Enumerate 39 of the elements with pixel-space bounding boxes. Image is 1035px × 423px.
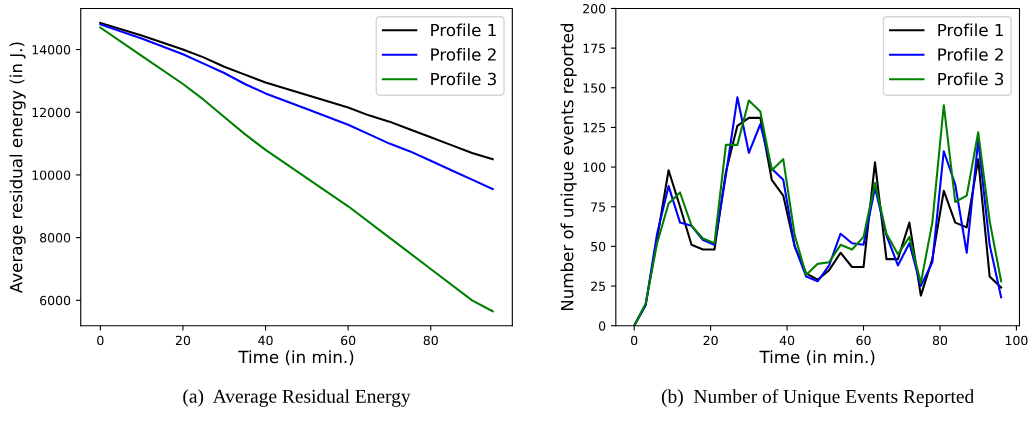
y-tick-label: 12000	[32, 107, 71, 118]
legend-label: Profile 3	[431, 72, 496, 86]
y-tick-label: 100	[583, 162, 606, 173]
x-tick-label: 0	[97, 335, 104, 346]
x-tick-label: 80	[932, 335, 948, 346]
y-tick-label: 10000	[32, 170, 71, 180]
line-series	[99, 23, 494, 191]
y-tick-label: 150	[583, 83, 606, 93]
line-series	[99, 21, 494, 161]
text: (b) Number of Unique Events Reported	[661, 389, 975, 407]
y-tick-label: 0	[598, 321, 606, 331]
x-tick-label: 60	[341, 335, 356, 346]
x-tick-label: 80	[423, 335, 438, 346]
x-axis-title: Time (in min.)	[759, 350, 875, 366]
x-tick-label: 20	[175, 335, 191, 346]
legend-label: Profile 3	[938, 72, 1004, 86]
legend-label: Profile 1	[431, 23, 496, 37]
legend-label: Profile 2	[938, 47, 1003, 61]
y-tick-label: 8000	[40, 233, 71, 243]
x-tick-label: 100	[1005, 335, 1028, 346]
x-tick-label: 0	[631, 335, 638, 346]
y-tick-label: 14000	[32, 45, 71, 55]
y-axis-title: Number of unique events reported	[560, 23, 577, 311]
text: (a) Average Residual Energy	[183, 389, 411, 407]
x-tick-label: 40	[779, 335, 795, 346]
y-tick-label: 200	[583, 3, 606, 14]
legend-label: Profile 1	[938, 23, 1003, 37]
x-tick-label: 60	[856, 335, 871, 346]
y-tick-label: 25	[591, 281, 606, 291]
y-tick-label: 175	[583, 43, 606, 54]
y-tick-label: 75	[591, 202, 606, 212]
x-tick-label: 40	[258, 335, 273, 346]
x-axis-title: Time (in min.)	[238, 350, 354, 366]
y-axis-title: Average residual energy (in J.)	[9, 42, 26, 294]
x-tick-label: 20	[703, 335, 718, 346]
y-tick-label: 6000	[40, 295, 71, 306]
y-tick-label: 50	[591, 241, 606, 252]
y-tick-label: 125	[583, 122, 606, 133]
legend-label: Profile 2	[431, 47, 496, 61]
